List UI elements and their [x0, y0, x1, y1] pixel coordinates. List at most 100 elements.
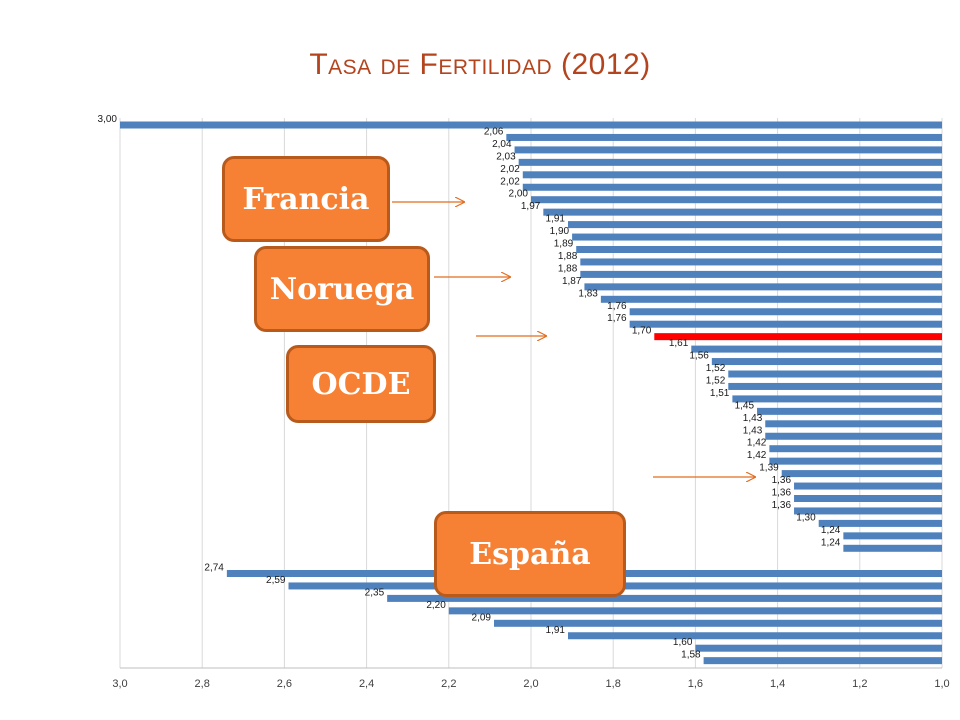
data-label: 2,20: [426, 600, 446, 611]
bar: [576, 246, 942, 253]
bar: [765, 420, 942, 428]
x-tick-label: 2,0: [523, 678, 538, 690]
bar: [711, 358, 942, 366]
data-label: 2,06: [484, 126, 504, 137]
data-label: 1,87: [562, 276, 582, 287]
x-tick-label: 2,8: [195, 678, 210, 690]
bar: [629, 308, 942, 316]
data-label: 3,00: [98, 114, 118, 125]
data-label: 1,91: [546, 214, 566, 225]
data-label: 1,43: [743, 425, 763, 436]
data-label: 1,56: [689, 351, 709, 362]
data-label: 1,88: [558, 263, 578, 274]
data-label: 1,76: [607, 313, 627, 324]
callout-francia: Francia: [222, 156, 390, 242]
data-label: 1,42: [747, 450, 767, 461]
data-label: 2,00: [509, 189, 529, 200]
bar: [818, 519, 942, 527]
data-label: 1,39: [759, 463, 779, 474]
bar: [514, 146, 942, 154]
bar: [584, 283, 942, 291]
data-label: 1,70: [632, 326, 652, 337]
bar: [572, 233, 942, 241]
data-label: 2,02: [500, 164, 520, 175]
data-label: 1,58: [681, 650, 701, 661]
data-label: 1,36: [772, 488, 792, 499]
bar: [728, 370, 942, 378]
chart-title: Tasa de Fertilidad (2012): [309, 48, 651, 81]
bar: [531, 196, 942, 204]
bar: [387, 594, 942, 602]
data-label: 1,61: [669, 338, 689, 349]
data-label: 1,43: [743, 413, 763, 424]
data-label: 2,02: [500, 176, 520, 187]
bar: [794, 507, 942, 515]
x-tick-label: 2,6: [277, 678, 292, 690]
data-label: 1,60: [673, 637, 693, 648]
data-label: 1,97: [521, 201, 541, 212]
data-label: 1,89: [554, 239, 574, 250]
data-label: 2,74: [204, 563, 224, 574]
data-label: 1,76: [607, 301, 627, 312]
bar: [757, 407, 942, 415]
x-tick-label: 2,2: [441, 678, 456, 690]
bar: [567, 221, 942, 229]
data-label: 1,42: [747, 438, 767, 449]
bar: [728, 382, 942, 390]
data-label: 1,83: [578, 288, 598, 299]
data-label: 1,51: [710, 388, 730, 399]
x-tick-label: 1,8: [606, 678, 621, 690]
bar: [522, 171, 942, 179]
data-label: 1,36: [772, 500, 792, 511]
x-tick-label: 1,2: [852, 678, 867, 690]
callout-ocde: OCDE: [286, 345, 436, 423]
bar: [695, 644, 942, 652]
data-label: 1,52: [706, 375, 726, 386]
bar: [518, 158, 942, 166]
callout-noruega: Noruega: [254, 246, 430, 332]
data-label: 1,30: [796, 512, 816, 523]
callout-espana: España: [434, 511, 626, 597]
data-label: 1,24: [821, 537, 841, 548]
bar: [543, 208, 942, 216]
data-label: 1,88: [558, 251, 578, 262]
bar: [120, 121, 942, 129]
bar-highlight: [654, 333, 942, 341]
bar: [494, 619, 942, 627]
data-label: 2,59: [266, 575, 286, 586]
bar: [522, 183, 942, 191]
bar: [703, 657, 942, 665]
bar: [781, 470, 942, 478]
bar: [506, 133, 942, 141]
data-label: 1,45: [735, 400, 755, 411]
bar: [691, 345, 942, 353]
bar: [843, 544, 942, 552]
x-tick-label: 1,6: [688, 678, 703, 690]
x-tick-label: 1,4: [770, 678, 785, 690]
data-label: 1,52: [706, 363, 726, 374]
data-label: 1,91: [546, 625, 566, 636]
bar: [765, 432, 942, 440]
bar: [448, 607, 942, 615]
data-label: 2,09: [472, 612, 492, 623]
x-tick-label: 3,0: [112, 678, 127, 690]
bar: [769, 445, 942, 453]
bar: [794, 495, 942, 502]
data-label: 1,36: [772, 475, 792, 486]
x-tick-label: 1,0: [934, 678, 949, 690]
bar: [567, 632, 942, 640]
bar: [732, 395, 942, 403]
data-label: 2,03: [496, 151, 516, 162]
bar: [600, 295, 942, 303]
x-tick-label: 2,4: [359, 678, 374, 690]
bar: [769, 457, 942, 465]
data-label: 2,04: [492, 139, 512, 150]
data-label: 1,90: [550, 226, 570, 237]
bar: [580, 258, 942, 266]
bar: [794, 482, 942, 490]
data-label: 2,35: [365, 587, 385, 598]
data-label: 1,24: [821, 525, 841, 536]
bar: [843, 532, 942, 540]
bar: [580, 270, 942, 278]
